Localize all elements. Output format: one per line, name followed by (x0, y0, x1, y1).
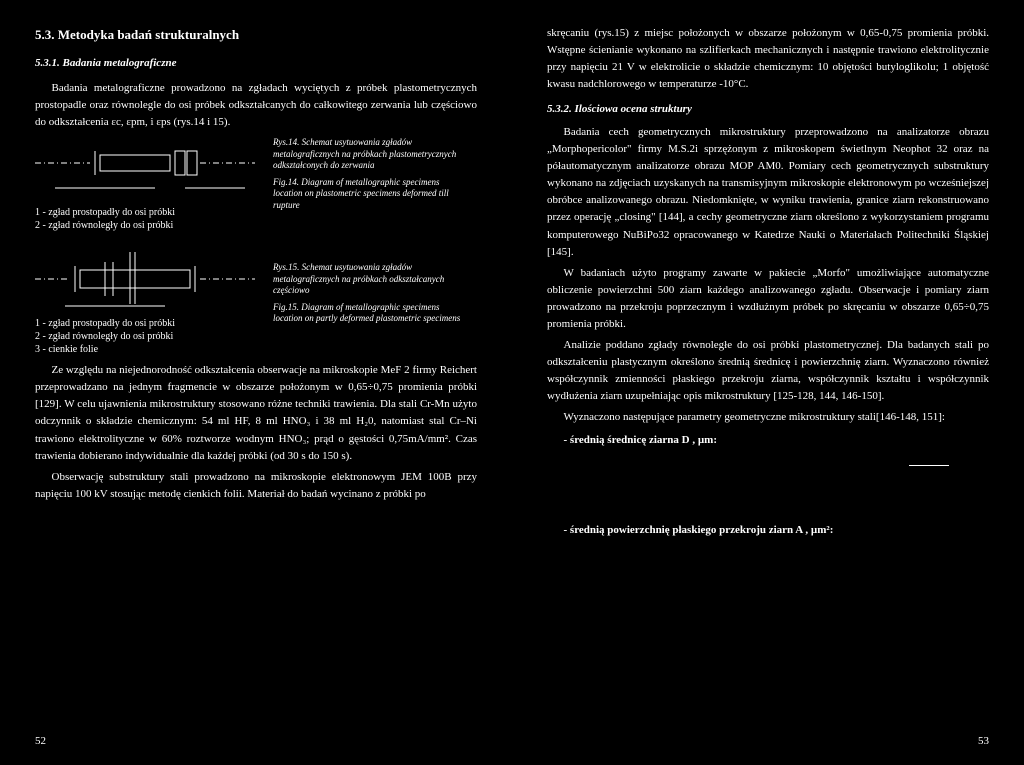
paragraph: Wyznaczono następujące parametry geometr… (547, 409, 989, 426)
section-title: 5.3. Metodyka badań strukturalnych (35, 25, 477, 45)
figure-14-caption-pl: Rys.14. Schemat usytuowania zgładów meta… (273, 137, 463, 171)
list-item: - średnią średnicę ziarna D , µm: (564, 432, 990, 449)
figure-14-block: 1 - zgład prostopadły do osi próbki 2 - … (35, 137, 477, 232)
figure-14-legend: 1 - zgład prostopadły do osi próbki 2 - … (35, 206, 265, 232)
legend-item: 1 - zgład prostopadły do osi próbki (35, 206, 265, 219)
figure-14-caption-en: Fig.14. Diagram of metallographic specim… (273, 177, 463, 211)
paragraph: Analizie poddano zgłady równoległe do os… (547, 337, 989, 405)
page-number: 52 (35, 733, 46, 750)
formula-placeholder (909, 453, 949, 466)
legend-item: 3 - cienkie folie (35, 343, 265, 356)
paragraph: W badaniach użyto programy zawarte w pak… (547, 265, 989, 333)
paragraph: Badania metalograficzne prowadzono na zg… (35, 80, 477, 131)
paragraph: Ze względu na niejednorodność odkształce… (35, 362, 477, 464)
figure-15-legend: 1 - zgład prostopadły do osi próbki 2 - … (35, 317, 265, 356)
figure-15-block: 1 - zgład prostopadły do osi próbki 2 - … (35, 238, 477, 356)
legend-item: 2 - zgład równoległy do osi próbki (35, 330, 265, 343)
figure-15-caption-pl: Rys.15. Schemat usytuowania zgładów meta… (273, 262, 463, 296)
figure-15-caption-en: Fig.15. Diagram of metallographic specim… (273, 302, 463, 325)
paragraph: Badania cech geometrycznych mikrostruktu… (547, 124, 989, 260)
list-item: - średnią powierzchnię płaskiego przekro… (564, 522, 990, 539)
subsection-title: 5.3.2. Ilościowa ocena struktury (547, 101, 989, 118)
figure-15-diagram (35, 244, 265, 314)
paragraph: skręcaniu (rys.15) z miejsc położonych w… (547, 25, 989, 93)
figure-14-diagram (35, 143, 265, 203)
paragraph: Obserwację substruktury stali prowadzono… (35, 469, 477, 503)
page-number: 53 (978, 733, 989, 750)
page-left: 5.3. Metodyka badań strukturalnych 5.3.1… (0, 0, 512, 765)
legend-item: 1 - zgład prostopadły do osi próbki (35, 317, 265, 330)
subsection-title: 5.3.1. Badania metalograficzne (35, 55, 477, 72)
legend-item: 2 - zgład równoległy do osi próbki (35, 219, 265, 232)
page-right: skręcaniu (rys.15) z miejsc położonych w… (512, 0, 1024, 765)
